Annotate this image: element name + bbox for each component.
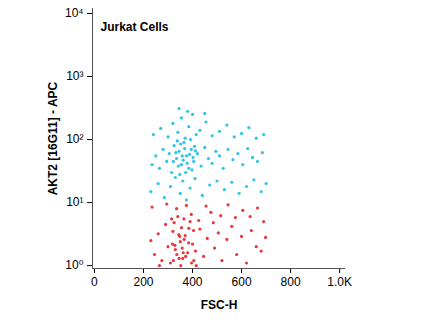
svg-text:10⁰: 10⁰: [65, 258, 83, 272]
svg-text:400: 400: [183, 275, 203, 289]
svg-text:10²: 10²: [66, 132, 83, 146]
svg-text:Jurkat Cells: Jurkat Cells: [101, 20, 169, 34]
svg-text:1.0K: 1.0K: [327, 275, 352, 289]
svg-text:0: 0: [91, 275, 98, 289]
svg-text:600: 600: [232, 275, 252, 289]
svg-text:10³: 10³: [66, 69, 83, 83]
svg-text:10¹: 10¹: [66, 195, 83, 209]
svg-text:10⁴: 10⁴: [65, 6, 84, 20]
svg-text:AKT2 [16G11] - APC: AKT2 [16G11] - APC: [46, 81, 60, 195]
svg-text:FSC-H: FSC-H: [201, 298, 238, 312]
svg-text:200: 200: [133, 275, 153, 289]
svg-text:800: 800: [281, 275, 301, 289]
